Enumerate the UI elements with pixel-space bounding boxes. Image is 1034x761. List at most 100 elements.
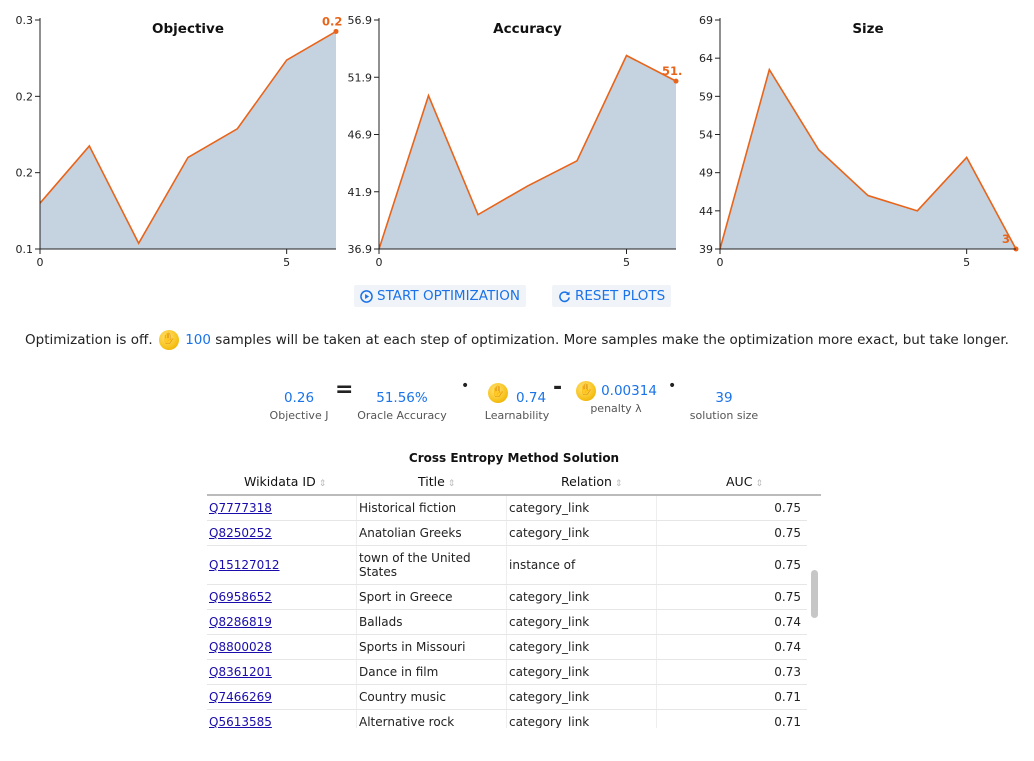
size-label: solution size: [689, 409, 759, 422]
cell-auc-text: 0.75: [774, 558, 801, 572]
cell-wikidata-id[interactable]: Q7777318: [207, 496, 357, 520]
equals-sign: =: [335, 377, 354, 402]
minus-sign: -: [553, 375, 563, 400]
cell-relation: category_link: [507, 710, 657, 728]
cell-relation-text: category_link: [509, 590, 590, 604]
chart-title: Size: [852, 21, 883, 37]
table-header: Wikidata ID ⇕ Title ⇕ Relation ⇕ AUC ⇕: [207, 472, 821, 496]
table-row: Q7777318 Historical fiction category_link 0…: [207, 496, 807, 521]
cell-title-text: Historical fiction: [359, 501, 457, 515]
cell-auc-text: 0.74: [774, 640, 801, 654]
reset-plots-button[interactable]: RESET PLOTS: [552, 285, 672, 307]
column-header-title[interactable]: Title ⇕: [418, 474, 455, 489]
penalty-term: 0.00314 penalty λ: [570, 383, 662, 415]
column-header-label: Title: [418, 474, 445, 489]
cell-title: Historical fiction: [357, 496, 507, 520]
sort-icon: ⇕: [447, 479, 456, 489]
cell-relation-text: category_link: [509, 501, 590, 515]
wikidata-link[interactable]: Q6958652: [209, 590, 272, 604]
cell-wikidata-id[interactable]: Q8361201: [207, 660, 357, 684]
cell-auc-text: 0.71: [774, 715, 801, 728]
cell-relation: category_link: [507, 635, 657, 659]
penalty-hand-icon: [576, 381, 596, 401]
cell-title-text: Sport in Greece: [359, 590, 453, 604]
optimization-info: Optimization is off. 100 samples will be…: [0, 330, 1034, 350]
objective-term: 0.26 Objective J: [258, 390, 340, 422]
objective-label: Objective J: [269, 409, 329, 422]
table-row: Q8286819 Ballads category_link 0.74: [207, 610, 807, 635]
cell-wikidata-id[interactable]: Q8800028: [207, 635, 357, 659]
column-header-label: Relation: [561, 474, 612, 489]
wikidata-link[interactable]: Q15127012: [209, 558, 280, 572]
hand-coin-icon: [158, 330, 179, 350]
area-fill: [379, 55, 676, 250]
y-tick-label: 69: [699, 14, 713, 27]
accuracy-value: 51.56%: [376, 390, 428, 406]
cell-auc-text: 0.73: [774, 665, 801, 679]
plot-controls: START OPTIMIZATION RESET PLOTS: [0, 285, 1034, 309]
y-tick-label: 44: [699, 205, 713, 218]
table-row: Q15127012 town of the United States instan…: [207, 546, 807, 585]
cell-title: Dance in film: [357, 660, 507, 684]
column-header-wikidata-id[interactable]: Wikidata ID ⇕: [244, 474, 326, 489]
cell-wikidata-id[interactable]: Q8286819: [207, 610, 357, 634]
start-optimization-button[interactable]: START OPTIMIZATION: [354, 285, 526, 307]
cell-wikidata-id[interactable]: Q6958652: [207, 585, 357, 609]
sort-icon: ⇕: [614, 479, 623, 489]
objective-value: 0.26: [283, 390, 315, 406]
size-value: 39: [715, 390, 733, 406]
learnability-label: Learnability: [484, 409, 550, 422]
y-tick-label: 51.9: [348, 71, 373, 84]
cell-auc: 0.75: [657, 585, 807, 609]
cell-title: Sport in Greece: [357, 585, 507, 609]
table-row: Q8800028 Sports in Missouri category_link 0…: [207, 635, 807, 660]
cell-relation-text: category_link: [509, 690, 590, 704]
penalty-value[interactable]: 0.00314: [601, 383, 657, 399]
cell-auc: 0.74: [657, 635, 807, 659]
table-row: Q7466269 Country music category_link 0.71: [207, 685, 807, 710]
penalty-label: penalty λ: [590, 402, 642, 415]
table-row: Q8361201 Dance in film category_link 0.73: [207, 660, 807, 685]
area-fill: [720, 69, 1016, 249]
cell-relation: instance of: [507, 546, 657, 584]
refresh-icon: [559, 290, 570, 302]
wikidata-link[interactable]: Q5613585: [209, 715, 272, 728]
cell-wikidata-id[interactable]: Q8250252: [207, 521, 357, 545]
wikidata-link[interactable]: Q8800028: [209, 640, 272, 654]
cell-relation: category_link: [507, 685, 657, 709]
wikidata-link[interactable]: Q7466269: [209, 690, 272, 704]
table-scrollbar[interactable]: [809, 496, 821, 728]
cell-relation: category_link: [507, 496, 657, 520]
cell-relation-text: category_link: [509, 715, 590, 728]
cell-wikidata-id[interactable]: Q7466269: [207, 685, 357, 709]
samples-count[interactable]: 100: [185, 332, 211, 348]
column-header-auc[interactable]: AUC ⇕: [726, 474, 763, 489]
size-term: 39 solution size: [684, 390, 764, 422]
learnability-value[interactable]: 0.74: [515, 390, 547, 406]
cell-relation: category_link: [507, 585, 657, 609]
x-tick-label: 0: [376, 256, 383, 269]
cell-title-text: Sports in Missouri: [359, 640, 466, 654]
y-tick-label: 46.9: [348, 129, 373, 142]
cell-title-text: Country music: [359, 690, 446, 704]
cell-relation: category_link: [507, 660, 657, 684]
y-tick-label: 49: [699, 167, 713, 180]
y-tick-label: 59: [699, 90, 713, 103]
cell-wikidata-id[interactable]: Q5613585: [207, 710, 357, 728]
wikidata-link[interactable]: Q8361201: [209, 665, 272, 679]
wikidata-link[interactable]: Q8286819: [209, 615, 272, 629]
end-value-label: 3: [1002, 232, 1010, 246]
wikidata-link[interactable]: Q7777318: [209, 501, 272, 515]
accuracy-term: 51.56% Oracle Accuracy: [352, 390, 452, 422]
cell-title: Sports in Missouri: [357, 635, 507, 659]
cell-wikidata-id[interactable]: Q15127012: [207, 546, 357, 584]
cell-relation-text: category_link: [509, 640, 590, 654]
x-tick-label: 5: [283, 256, 290, 269]
column-header-relation[interactable]: Relation ⇕: [561, 474, 622, 489]
play-circle-icon: [360, 289, 373, 303]
cell-auc-text: 0.74: [774, 615, 801, 629]
chart-title: Objective: [152, 21, 224, 37]
scrollbar-thumb[interactable]: [811, 570, 818, 618]
wikidata-link[interactable]: Q8250252: [209, 526, 272, 540]
cell-relation-text: category_link: [509, 615, 590, 629]
